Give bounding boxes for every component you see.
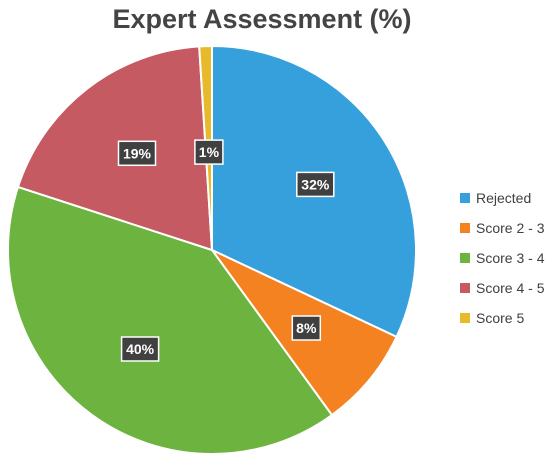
legend-item-score-4-5: Score 4 - 5 <box>460 273 544 303</box>
legend-item-score-5: Score 5 <box>460 303 544 333</box>
legend-label: Score 2 - 3 <box>476 220 545 236</box>
legend-swatch <box>460 193 470 203</box>
legend-label: Rejected <box>476 190 532 206</box>
legend-label: Score 5 <box>476 310 525 326</box>
data-label-text: 40% <box>126 341 155 357</box>
legend-item-score-3-4: Score 3 - 4 <box>460 243 544 273</box>
legend-label: Score 4 - 5 <box>476 280 545 296</box>
data-label-text: 32% <box>301 176 330 192</box>
data-label-box <box>291 315 322 341</box>
data-label-rejected: 32% <box>296 171 335 198</box>
data-label-text: 8% <box>296 320 317 336</box>
chart-title: Expert Assessment (%) <box>112 4 412 34</box>
data-label-box <box>120 336 160 362</box>
data-label-box <box>117 140 157 167</box>
data-label-box <box>296 171 335 198</box>
legend-item-rejected: Rejected <box>460 183 544 213</box>
pie-slice-score-4-5 <box>16 45 214 252</box>
legend-swatch <box>460 313 470 323</box>
legend-label: Score 3 - 4 <box>476 250 545 266</box>
data-label-score-3-4: 40% <box>120 336 160 362</box>
legend-item-score-2-3: Score 2 - 3 <box>460 213 544 243</box>
data-label-box <box>194 139 224 165</box>
pie-slice-score-3-4 <box>7 185 334 456</box>
data-label-text: 1% <box>199 144 220 160</box>
legend-swatch <box>460 253 470 263</box>
data-label-text: 19% <box>123 145 152 161</box>
data-label-score-5: 1% <box>194 139 224 165</box>
data-label-score-2-3: 8% <box>291 315 322 341</box>
legend-swatch <box>460 283 470 293</box>
legend-swatch <box>460 223 470 233</box>
legend: Rejected Score 2 - 3 Score 3 - 4 Score 4 - … <box>460 183 544 333</box>
data-label-score-4-5: 19% <box>117 140 157 167</box>
